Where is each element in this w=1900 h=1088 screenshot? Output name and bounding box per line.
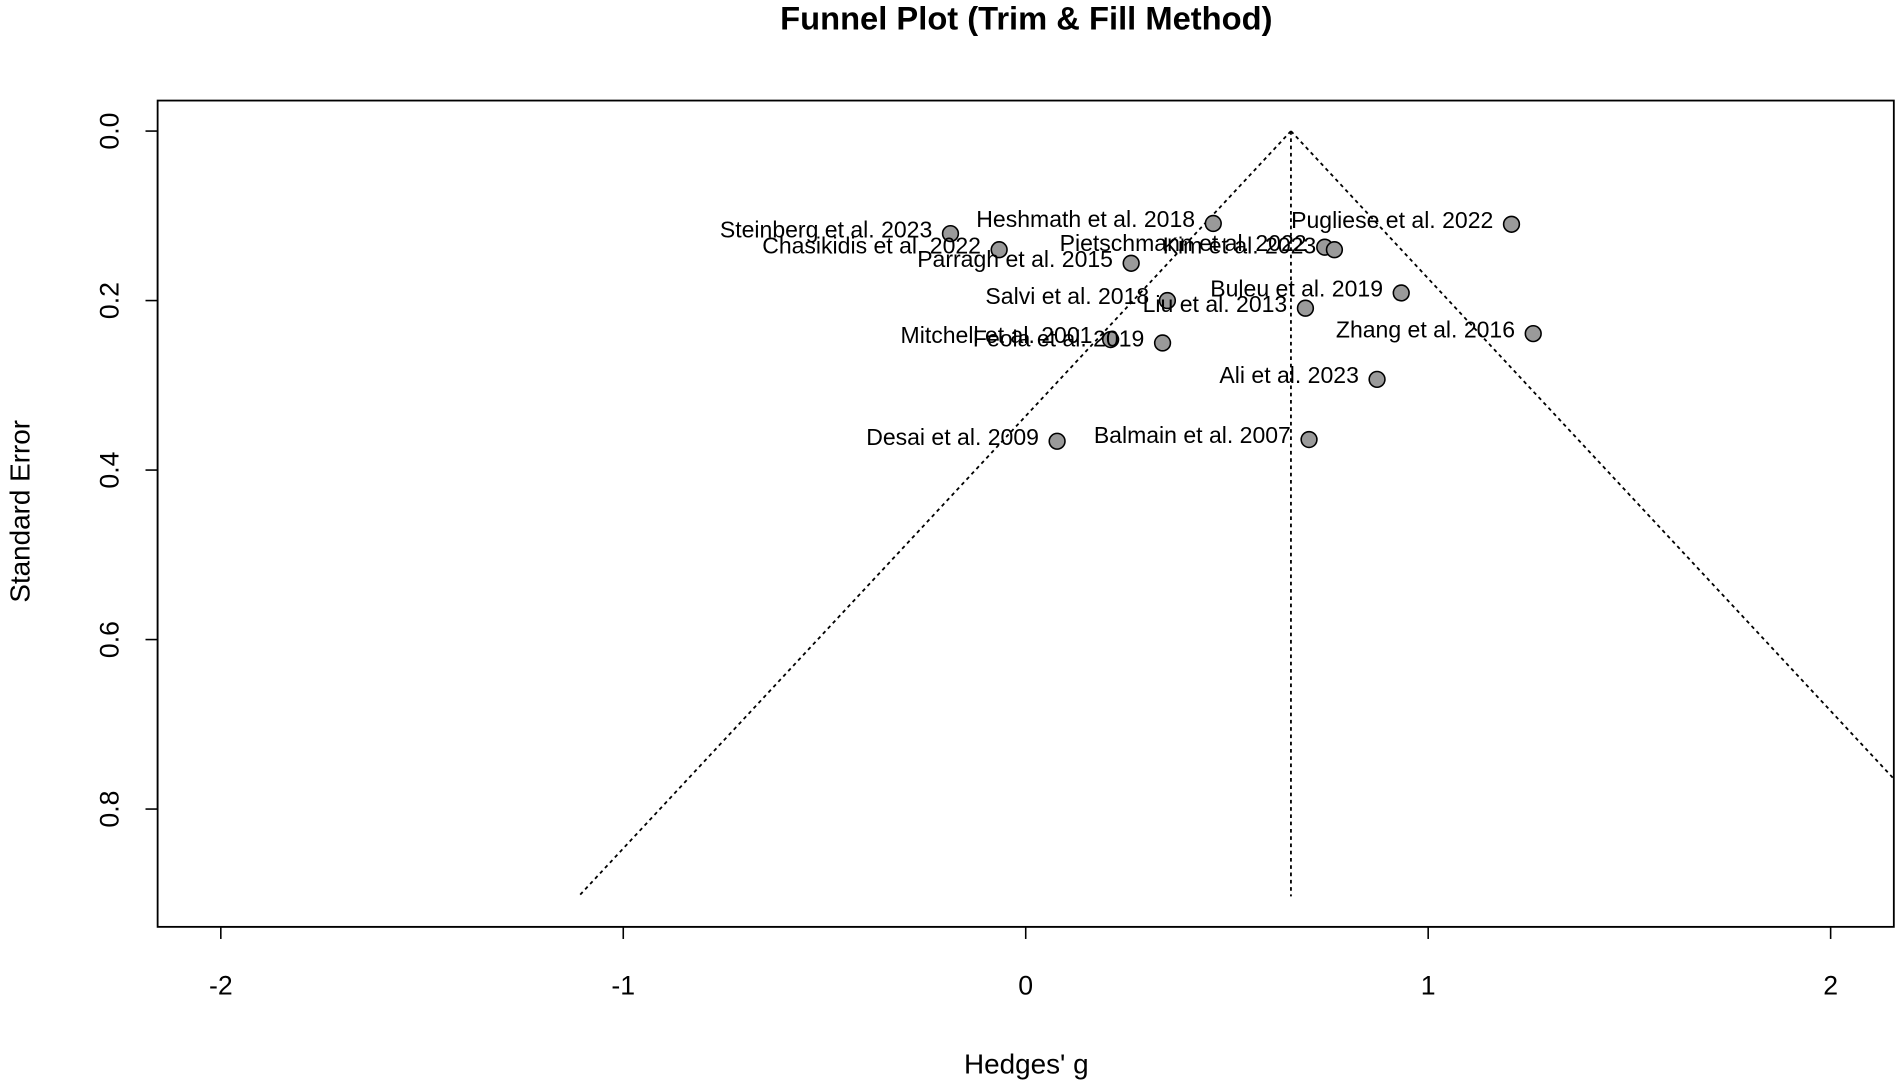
study-label: Chasikidis et al. 2022 bbox=[762, 232, 981, 258]
x-tick-label: 2 bbox=[1823, 970, 1838, 1000]
study-label: Pugliese et al. 2022 bbox=[1291, 207, 1493, 233]
study-point bbox=[1101, 330, 1120, 349]
study-point bbox=[1392, 284, 1410, 302]
study-label: Desai et al. 2009 bbox=[866, 424, 1039, 450]
study-point bbox=[1296, 299, 1315, 317]
study-point bbox=[1158, 291, 1177, 310]
y-tick-label: 0.8 bbox=[95, 791, 125, 828]
study-label: Balmain et al. 2007 bbox=[1094, 422, 1291, 448]
study-point bbox=[1122, 254, 1140, 272]
study-label: Heshmath et al. 2018 bbox=[976, 206, 1195, 232]
study-point bbox=[1204, 214, 1222, 233]
study-label: Feola et al. 2019 bbox=[973, 326, 1144, 352]
x-axis-label: Hedges' g bbox=[964, 1049, 1089, 1080]
study-point bbox=[1300, 430, 1318, 449]
y-tick-label: 0.4 bbox=[95, 451, 125, 488]
y-tick-label: 0.2 bbox=[95, 282, 125, 319]
study-label: Salvi et al. 2018 bbox=[985, 283, 1149, 309]
funnel-right bbox=[1290, 130, 1894, 781]
study-label: Parragh et al. 2015 bbox=[917, 246, 1113, 272]
study-label: Zhang et al. 2016 bbox=[1336, 316, 1515, 342]
study-label: Pietschmann et al. 2022 bbox=[1060, 230, 1307, 256]
x-tick-label: 0 bbox=[1018, 970, 1033, 1000]
y-axis-label: Standard Error bbox=[4, 420, 35, 603]
chart-title: Funnel Plot (Trim & Fill Method) bbox=[780, 0, 1272, 36]
y-tick-label: 0.0 bbox=[95, 113, 125, 150]
y-tick-label: 0.6 bbox=[95, 621, 125, 658]
study-point bbox=[1502, 215, 1521, 233]
study-point bbox=[941, 224, 960, 243]
x-tick-label: -2 bbox=[209, 970, 233, 1000]
study-point bbox=[1325, 241, 1344, 259]
x-tick-label: 1 bbox=[1421, 970, 1436, 1000]
study-label: Ali et al. 2023 bbox=[1219, 362, 1358, 388]
x-tick-label: -1 bbox=[611, 970, 635, 1000]
study-label: Buleu et al. 2019 bbox=[1210, 276, 1383, 302]
study-label: Mitchell et al. 2001 bbox=[901, 322, 1093, 348]
study-point bbox=[990, 241, 1008, 259]
study-point bbox=[1153, 334, 1172, 352]
study-label: Steinberg et al. 2023 bbox=[720, 216, 932, 242]
study-point bbox=[1048, 432, 1066, 450]
study-label: Liu et al. 2013 bbox=[1143, 291, 1288, 317]
study-point bbox=[1524, 324, 1542, 343]
study-point bbox=[1368, 370, 1386, 389]
study-label: Kim et al. 2023 bbox=[1163, 232, 1317, 258]
